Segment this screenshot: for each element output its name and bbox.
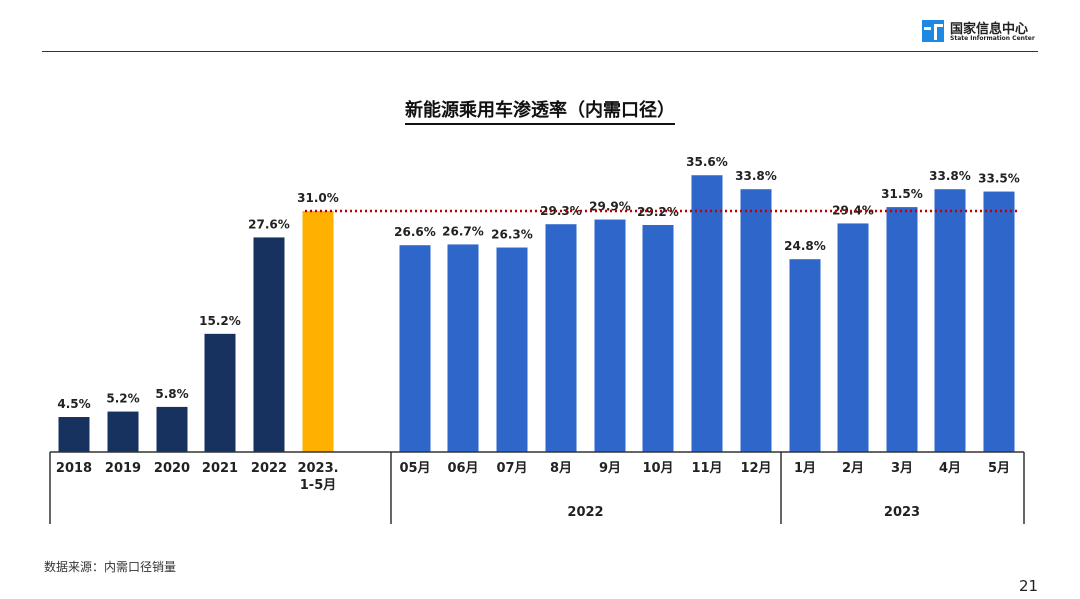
group-label: 2023 [884,505,920,520]
tick-label: 2020 [154,461,190,476]
chart-title-wrap: 新能源乘用车渗透率（内需口径） [0,96,1080,125]
bar [837,223,869,452]
data-label: 26.6% [394,225,436,239]
tick-label: 8月 [550,461,572,476]
bar [156,406,188,452]
bar [107,411,139,452]
logo-mark-icon [922,20,944,42]
bar [594,219,626,452]
tick-label: 10月 [642,461,673,476]
logo-cn: 国家信息中心 [950,22,1029,37]
tick-label: 05月 [399,461,430,476]
tick-label: 12月 [740,461,771,476]
data-label: 33.5% [978,172,1020,186]
bar [58,417,90,452]
tick-label: 2月 [842,461,864,476]
bar [496,247,528,452]
data-label: 33.8% [929,169,971,183]
tick-label: 4月 [939,461,961,476]
tick-label: 2022 [251,461,287,476]
page-number: 21 [1019,577,1039,595]
data-label: 29.4% [832,203,874,217]
logo-en: State Information Center [950,35,1035,42]
chart-title: 新能源乘用车渗透率（内需口径） [405,100,675,125]
logo: 国家信息中心 State Information Center [922,18,1042,44]
data-label: 27.6% [248,217,290,231]
bar [691,175,723,452]
header-divider [42,51,1038,52]
tick-label: 3月 [891,461,913,476]
tick-label: 9月 [599,461,621,476]
data-label: 24.8% [784,239,826,253]
data-label: 35.6% [686,155,728,169]
data-label: 15.2% [199,314,241,328]
data-label: 26.7% [442,224,484,238]
bar [253,237,285,452]
bar [934,189,966,453]
data-source: 数据来源：内需口径销量 [44,560,177,574]
bar [983,191,1015,452]
bar [740,189,772,453]
tick-label: 11月 [691,461,722,476]
bar [545,224,577,452]
data-label: 26.3% [491,228,533,242]
group-label: 2022 [567,505,603,520]
bar [642,224,674,452]
bar [886,207,918,452]
bar [789,259,821,452]
bar [447,244,479,452]
tick-label: 1月 [794,461,816,476]
bar [204,333,236,452]
tick-label: 2019 [105,461,141,476]
bar [399,245,431,452]
tick-label: 2021 [202,461,238,476]
tick-label: 1-5月 [300,478,337,493]
tick-label: 07月 [496,461,527,476]
data-label: 31.0% [297,191,339,205]
data-label: 4.5% [57,397,90,411]
tick-label: 2018 [56,461,92,476]
bar [302,211,334,452]
tick-label: 2023. [297,461,338,476]
data-label: 31.5% [881,187,923,201]
tick-label: 5月 [988,461,1010,476]
tick-label: 06月 [447,461,478,476]
data-label: 33.8% [735,169,777,183]
data-label: 29.2% [637,205,679,219]
data-label: 5.8% [155,387,188,401]
data-label: 5.2% [106,392,139,406]
